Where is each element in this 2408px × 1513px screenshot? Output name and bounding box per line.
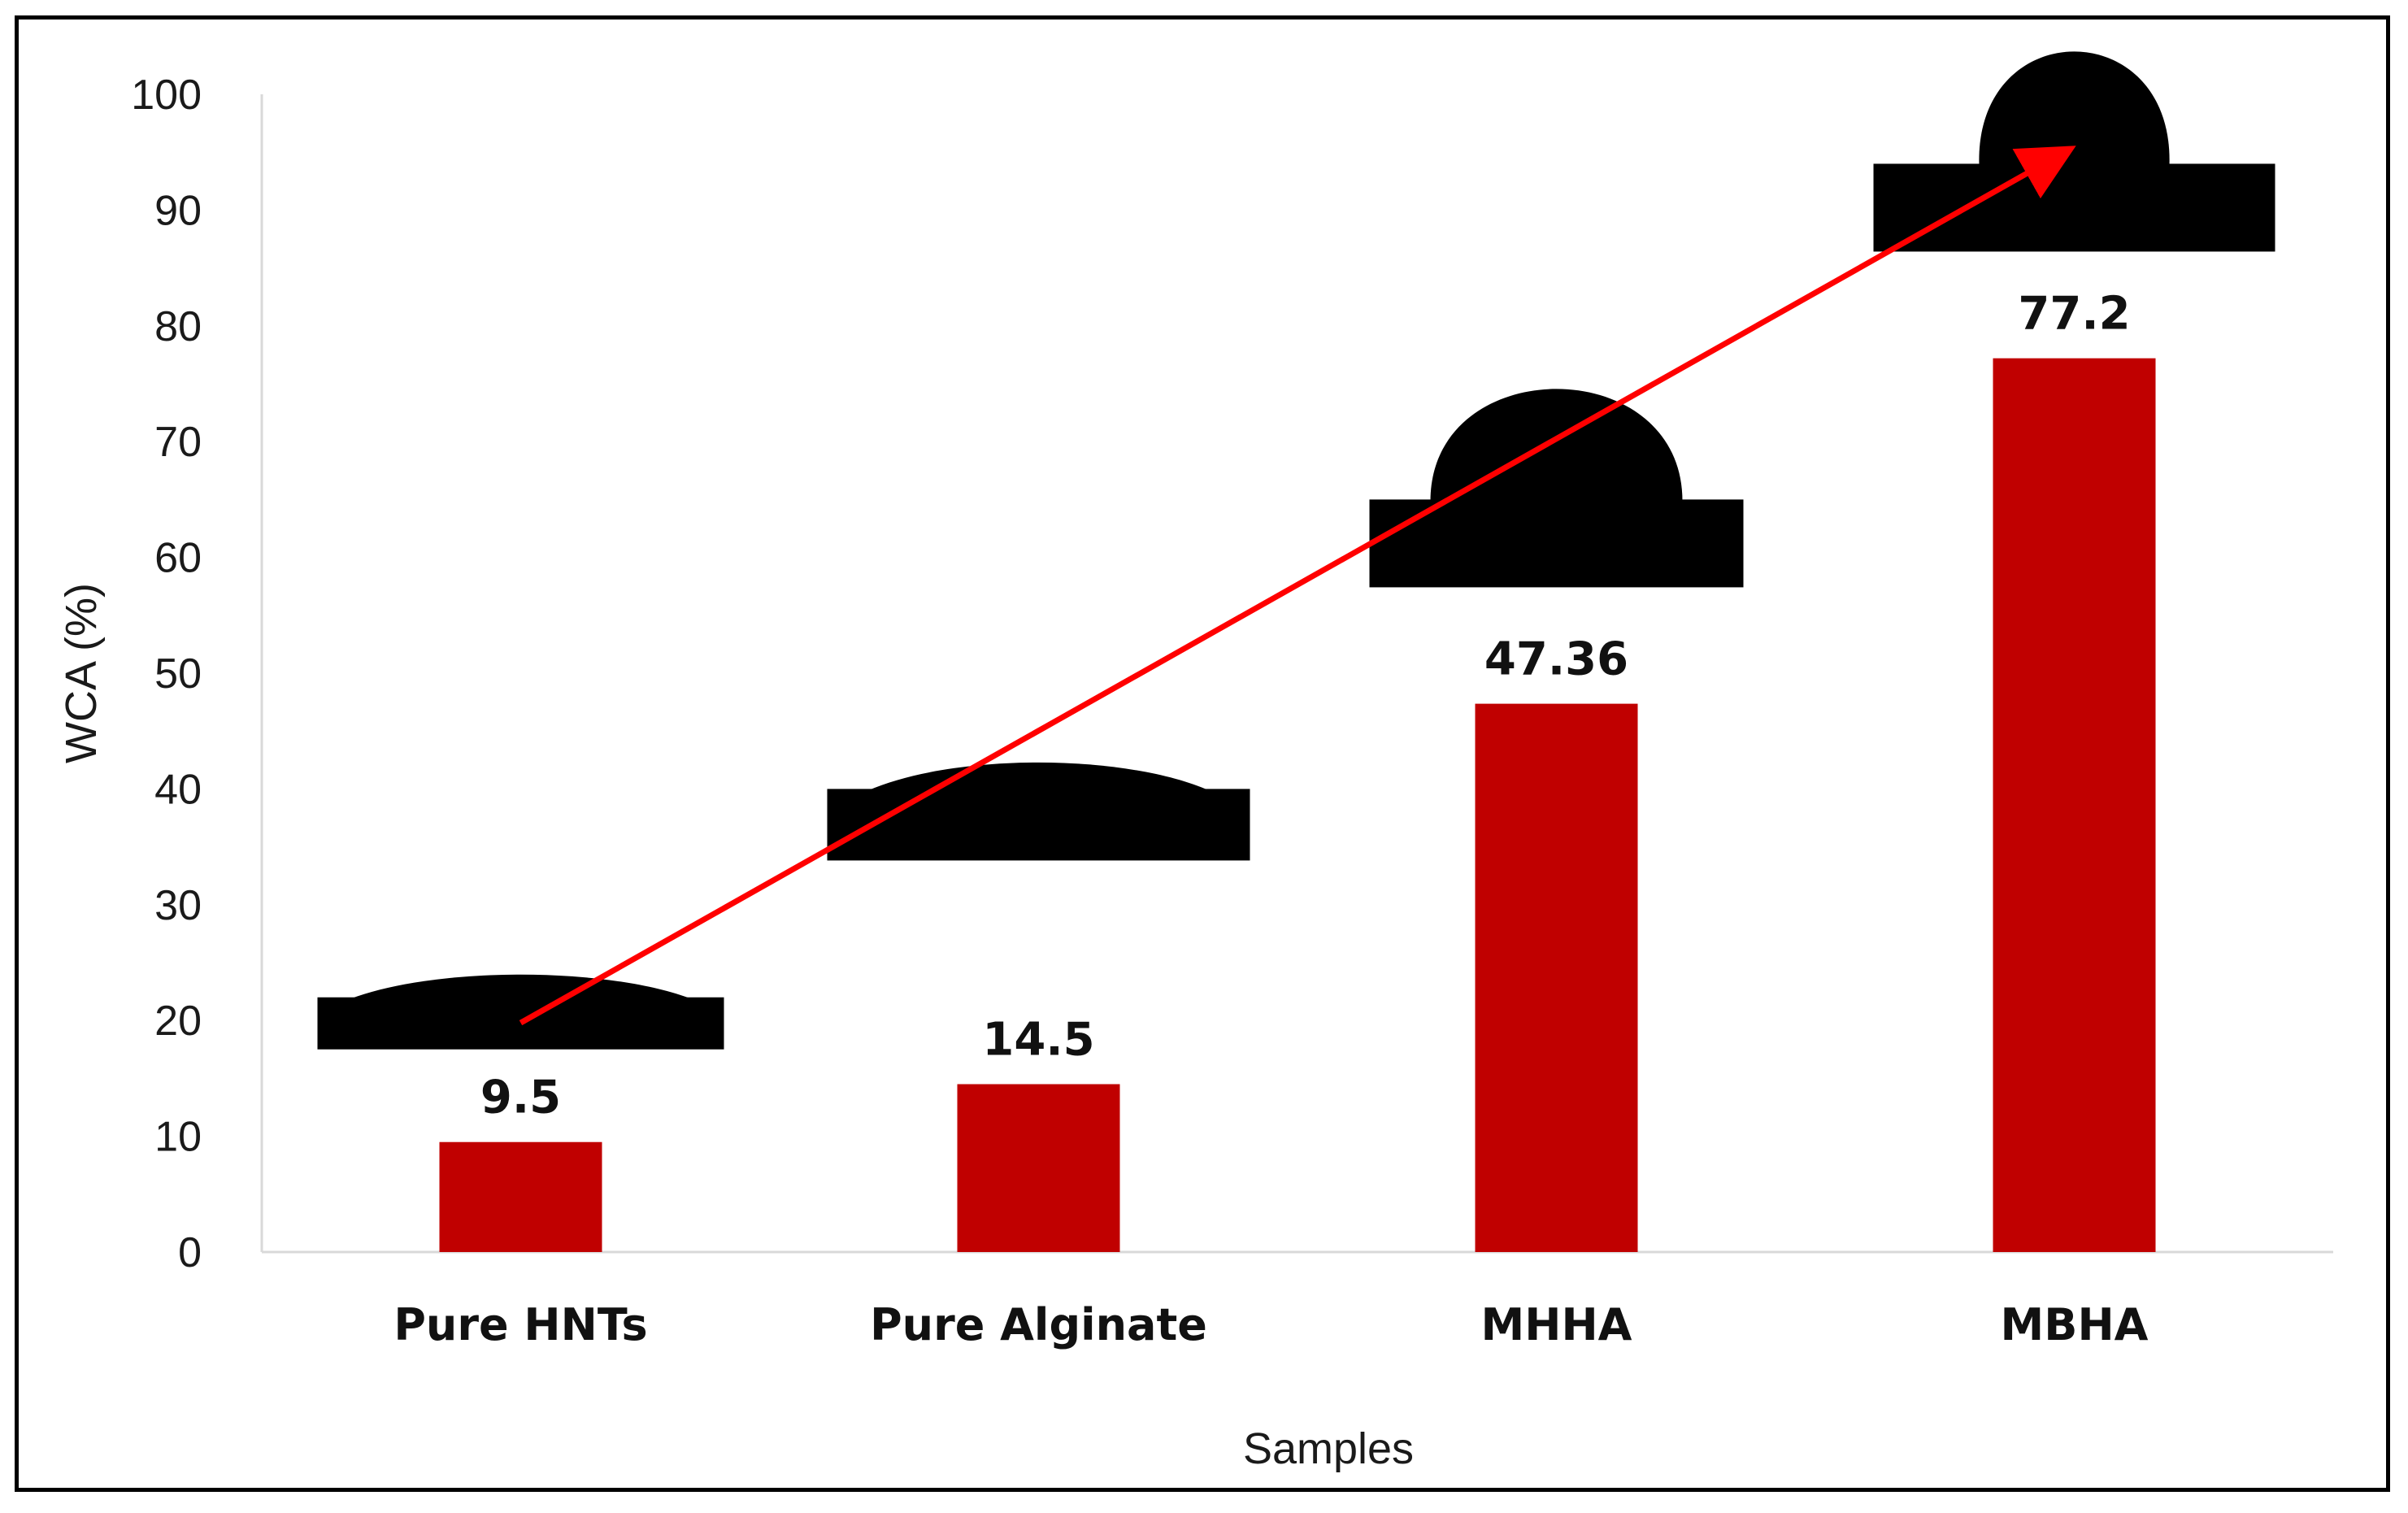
droplet-images — [317, 51, 2275, 1050]
y-tick-label: 20 — [154, 998, 202, 1045]
droplet-image — [827, 762, 1250, 861]
category-label: MHHA — [1481, 1299, 1632, 1350]
category-label: MBHA — [2001, 1299, 2149, 1350]
y-tick-label: 90 — [154, 187, 202, 234]
y-axis-title: WCA (%) — [57, 583, 106, 763]
droplet-substrate — [1369, 499, 1744, 588]
droplet-image — [317, 974, 724, 1050]
category-label: Pure HNTs — [393, 1299, 647, 1350]
y-tick-label: 100 — [131, 72, 202, 119]
droplet-substrate — [827, 789, 1250, 861]
bar — [1993, 358, 2156, 1252]
bar — [957, 1084, 1120, 1252]
droplet-substrate — [317, 997, 724, 1050]
droplet-cap — [1430, 389, 1683, 502]
y-tick-label: 60 — [154, 535, 202, 582]
data-label: 9.5 — [480, 1072, 561, 1124]
y-tick-label: 0 — [178, 1229, 202, 1276]
category-labels: Pure HNTs Pure Alginate MHHA MBHA — [393, 1299, 2148, 1350]
data-label: 47.36 — [1484, 633, 1628, 686]
droplet-cap — [1979, 51, 2170, 166]
data-label: 77.2 — [2018, 288, 2130, 341]
y-tick-label: 50 — [154, 650, 202, 698]
y-tick-labels: 0 10 20 30 40 50 60 70 80 90 100 — [131, 72, 202, 1276]
y-tick-label: 40 — [154, 766, 202, 813]
y-tick-label: 70 — [154, 419, 202, 466]
y-tick-label: 30 — [154, 882, 202, 929]
x-axis-title: Samples — [1243, 1424, 1414, 1473]
bars — [439, 358, 2156, 1252]
trend-arrow — [519, 146, 2076, 1026]
category-label: Pure Alginate — [870, 1299, 1207, 1350]
bar — [1475, 703, 1638, 1252]
y-tick-label: 10 — [154, 1114, 202, 1161]
droplet-cap — [350, 974, 692, 999]
bar — [439, 1141, 602, 1252]
droplet-image — [1873, 51, 2275, 252]
droplet-image — [1369, 389, 1744, 588]
data-label: 14.5 — [982, 1014, 1094, 1067]
data-labels: 9.5 14.5 47.36 77.2 — [480, 288, 2131, 1124]
y-tick-label: 80 — [154, 303, 202, 350]
droplet-cap — [867, 762, 1210, 791]
droplet-substrate — [1873, 163, 2275, 252]
